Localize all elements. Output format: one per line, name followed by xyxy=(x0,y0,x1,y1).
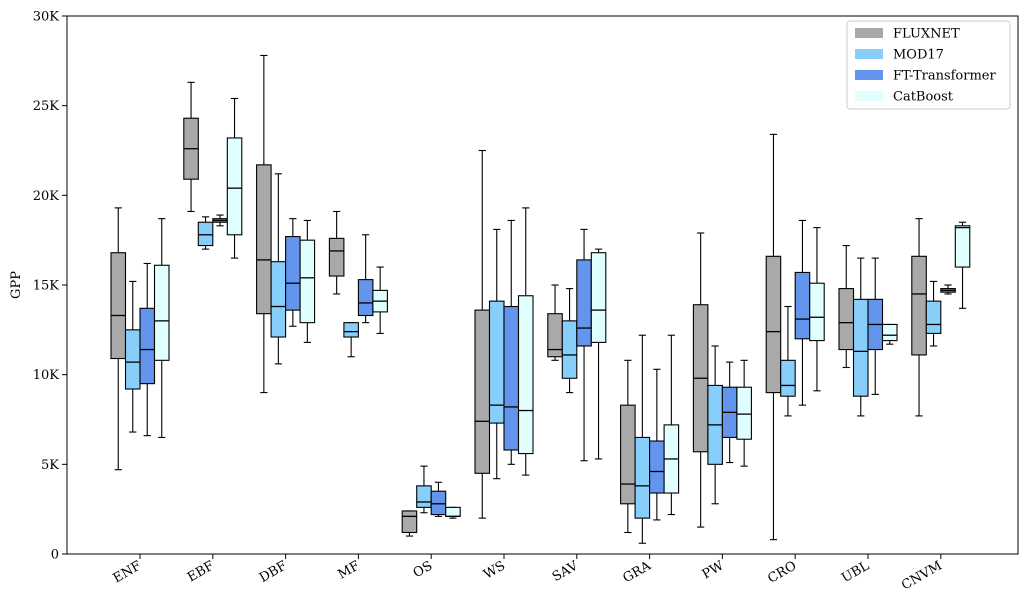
box-fluxnet-cro xyxy=(765,133,782,541)
box-catboost-dbf xyxy=(299,219,316,343)
plot-frame xyxy=(66,15,1019,555)
box-catboost-ebf xyxy=(226,97,243,259)
legend-label-fluxnet: FLUXNET xyxy=(893,27,960,42)
box-catboost-cro xyxy=(809,227,825,392)
legend-label-mod17: MOD17 xyxy=(893,48,944,63)
box-catboost-ubl xyxy=(881,323,898,345)
box-catboost-mf xyxy=(372,266,388,334)
box-iqr xyxy=(197,221,214,247)
box-iqr xyxy=(590,252,607,343)
boxes-layer xyxy=(110,54,971,544)
box-iqr xyxy=(794,271,811,340)
box-iqr xyxy=(474,309,491,474)
box-ft-transformer-os xyxy=(430,481,447,517)
box-iqr xyxy=(838,288,855,351)
box-iqr xyxy=(328,237,345,277)
box-iqr xyxy=(285,236,301,311)
box-iqr xyxy=(809,282,825,342)
box-mod17-os xyxy=(416,465,432,514)
box-mod17-cnvm xyxy=(925,280,942,347)
box-catboost-enf xyxy=(153,218,170,438)
box-fluxnet-ebf xyxy=(183,81,199,213)
box-iqr xyxy=(765,255,782,394)
box-fluxnet-pw xyxy=(692,232,709,528)
box-iqr xyxy=(270,261,287,338)
y-axis-label: GPP xyxy=(9,271,24,299)
box-mod17-mf xyxy=(343,322,359,358)
box-iqr xyxy=(445,506,461,517)
box-mod17-cro xyxy=(780,305,796,417)
box-iqr xyxy=(430,490,447,516)
legend-label-catboost: CatBoost xyxy=(893,90,954,105)
y-tick-label-6: 30K xyxy=(33,10,60,25)
box-mod17-pw xyxy=(707,345,723,505)
box-fluxnet-os xyxy=(401,510,418,537)
box-catboost-cnvm xyxy=(954,221,971,309)
box-iqr xyxy=(226,137,243,236)
box-iqr xyxy=(547,313,563,358)
box-iqr xyxy=(503,305,520,451)
box-ft-transformer-dbf xyxy=(285,218,301,327)
box-ft-transformer-ubl xyxy=(867,257,884,395)
box-iqr xyxy=(954,225,971,268)
box-mod17-ebf xyxy=(197,216,214,250)
box-iqr xyxy=(153,264,170,361)
box-iqr xyxy=(299,239,316,324)
box-iqr xyxy=(736,386,752,440)
box-iqr xyxy=(110,252,127,360)
legend-swatch-catboost xyxy=(855,91,883,101)
y-tick-label-3: 15K xyxy=(33,279,60,294)
box-mod17-gra xyxy=(634,334,651,544)
box-iqr xyxy=(620,404,636,505)
legend: FLUXNET MOD17 FT-Transformer CatBoost xyxy=(846,20,1011,110)
box-iqr xyxy=(124,329,141,390)
box-iqr xyxy=(881,323,898,342)
legend-frame xyxy=(846,20,1011,110)
legend-swatch-fluxnet xyxy=(855,28,883,38)
y-tick-label-2: 10K xyxy=(33,368,60,383)
y-tick-label-5: 25K xyxy=(33,99,60,114)
box-iqr xyxy=(256,164,272,315)
box-ft-transformer-cnvm xyxy=(940,284,956,295)
box-iqr xyxy=(561,320,578,379)
box-iqr xyxy=(852,298,869,397)
box-mod17-sav xyxy=(561,288,578,394)
box-iqr xyxy=(416,485,432,508)
box-iqr xyxy=(911,255,927,356)
y-tick-label-4: 20K xyxy=(33,189,60,204)
box-fluxnet-dbf xyxy=(256,54,272,394)
box-iqr xyxy=(343,322,359,338)
legend-label-ft-transformer: FT-Transformer xyxy=(893,69,996,84)
legend-swatch-mod17 xyxy=(855,49,883,59)
box-fluxnet-enf xyxy=(110,207,127,471)
legend-swatch-ft-transformer xyxy=(855,70,883,80)
box-iqr xyxy=(517,295,534,455)
box-iqr xyxy=(649,440,665,494)
box-ft-transformer-pw xyxy=(721,361,738,464)
y-tick-label-1: 5K xyxy=(41,458,59,473)
box-catboost-os xyxy=(445,506,461,519)
box-iqr xyxy=(634,436,651,519)
box-catboost-gra xyxy=(663,334,680,516)
box-catboost-pw xyxy=(736,359,752,467)
y-axis: 0 5K 10K 15K 20K 25K 30K xyxy=(33,10,67,563)
box-iqr xyxy=(139,307,156,385)
box-iqr xyxy=(780,359,796,397)
box-ft-transformer-mf xyxy=(357,234,374,324)
box-fluxnet-mf xyxy=(328,210,345,295)
box-iqr xyxy=(925,300,942,334)
box-catboost-sav xyxy=(590,248,607,460)
y-tick-label-0: 0 xyxy=(51,548,59,563)
box-catboost-ws xyxy=(517,207,534,476)
box-iqr xyxy=(576,259,592,347)
box-iqr xyxy=(401,510,418,534)
box-iqr xyxy=(357,279,374,317)
